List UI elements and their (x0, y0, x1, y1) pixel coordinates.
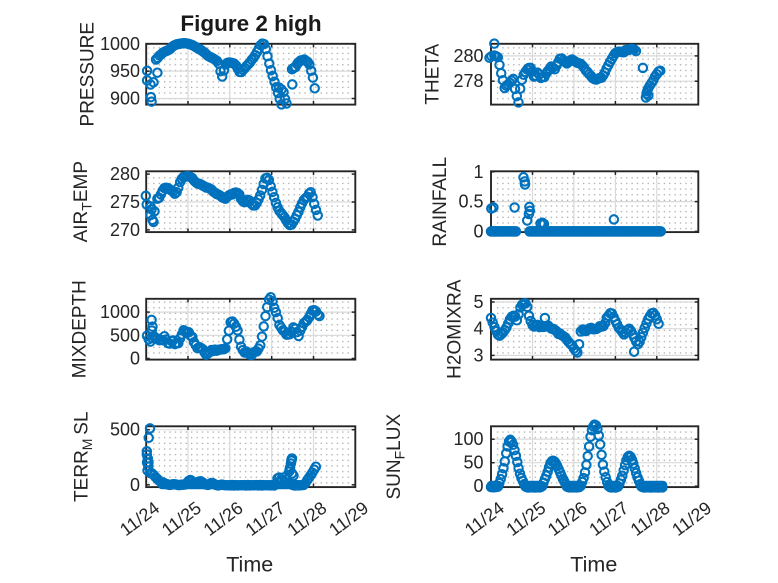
svg-text:Time: Time (226, 553, 273, 577)
svg-text:H2OMIXRA: H2OMIXRA (445, 279, 466, 379)
svg-text:1000: 1000 (100, 302, 140, 322)
svg-text:280: 280 (110, 164, 140, 184)
svg-text:RAINFALL: RAINFALL (430, 157, 451, 247)
svg-text:280: 280 (453, 46, 483, 66)
svg-text:Figure 2 high: Figure 2 high (180, 11, 321, 36)
svg-text:278: 278 (453, 71, 483, 91)
svg-text:1000: 1000 (100, 34, 140, 54)
svg-text:3: 3 (473, 345, 483, 365)
svg-text:THETA: THETA (423, 43, 444, 104)
svg-text:950: 950 (110, 61, 140, 81)
svg-text:0: 0 (130, 349, 140, 369)
svg-text:Time: Time (570, 553, 617, 577)
svg-text:0.5: 0.5 (458, 192, 483, 212)
svg-text:275: 275 (110, 192, 140, 212)
svg-text:PRESSURE: PRESSURE (78, 22, 99, 127)
svg-text:500: 500 (110, 420, 140, 440)
svg-text:0: 0 (473, 476, 483, 496)
svg-text:270: 270 (110, 220, 140, 240)
svg-text:MIXDEPTH: MIXDEPTH (69, 280, 90, 378)
svg-text:500: 500 (110, 325, 140, 345)
svg-text:50: 50 (463, 453, 483, 473)
svg-text:5: 5 (473, 292, 483, 312)
svg-text:100: 100 (453, 429, 483, 449)
svg-text:900: 900 (110, 89, 140, 109)
svg-text:SUNF​LUX: SUNF​LUX (384, 414, 408, 500)
svg-text:0: 0 (130, 475, 140, 495)
svg-text:0: 0 (473, 221, 483, 241)
svg-text:4: 4 (473, 319, 483, 339)
svg-text:TERRM​ SL: TERRM​ SL (71, 411, 95, 501)
svg-text:AIRT​EMP: AIRT​EMP (71, 161, 95, 242)
svg-text:1: 1 (473, 162, 483, 182)
